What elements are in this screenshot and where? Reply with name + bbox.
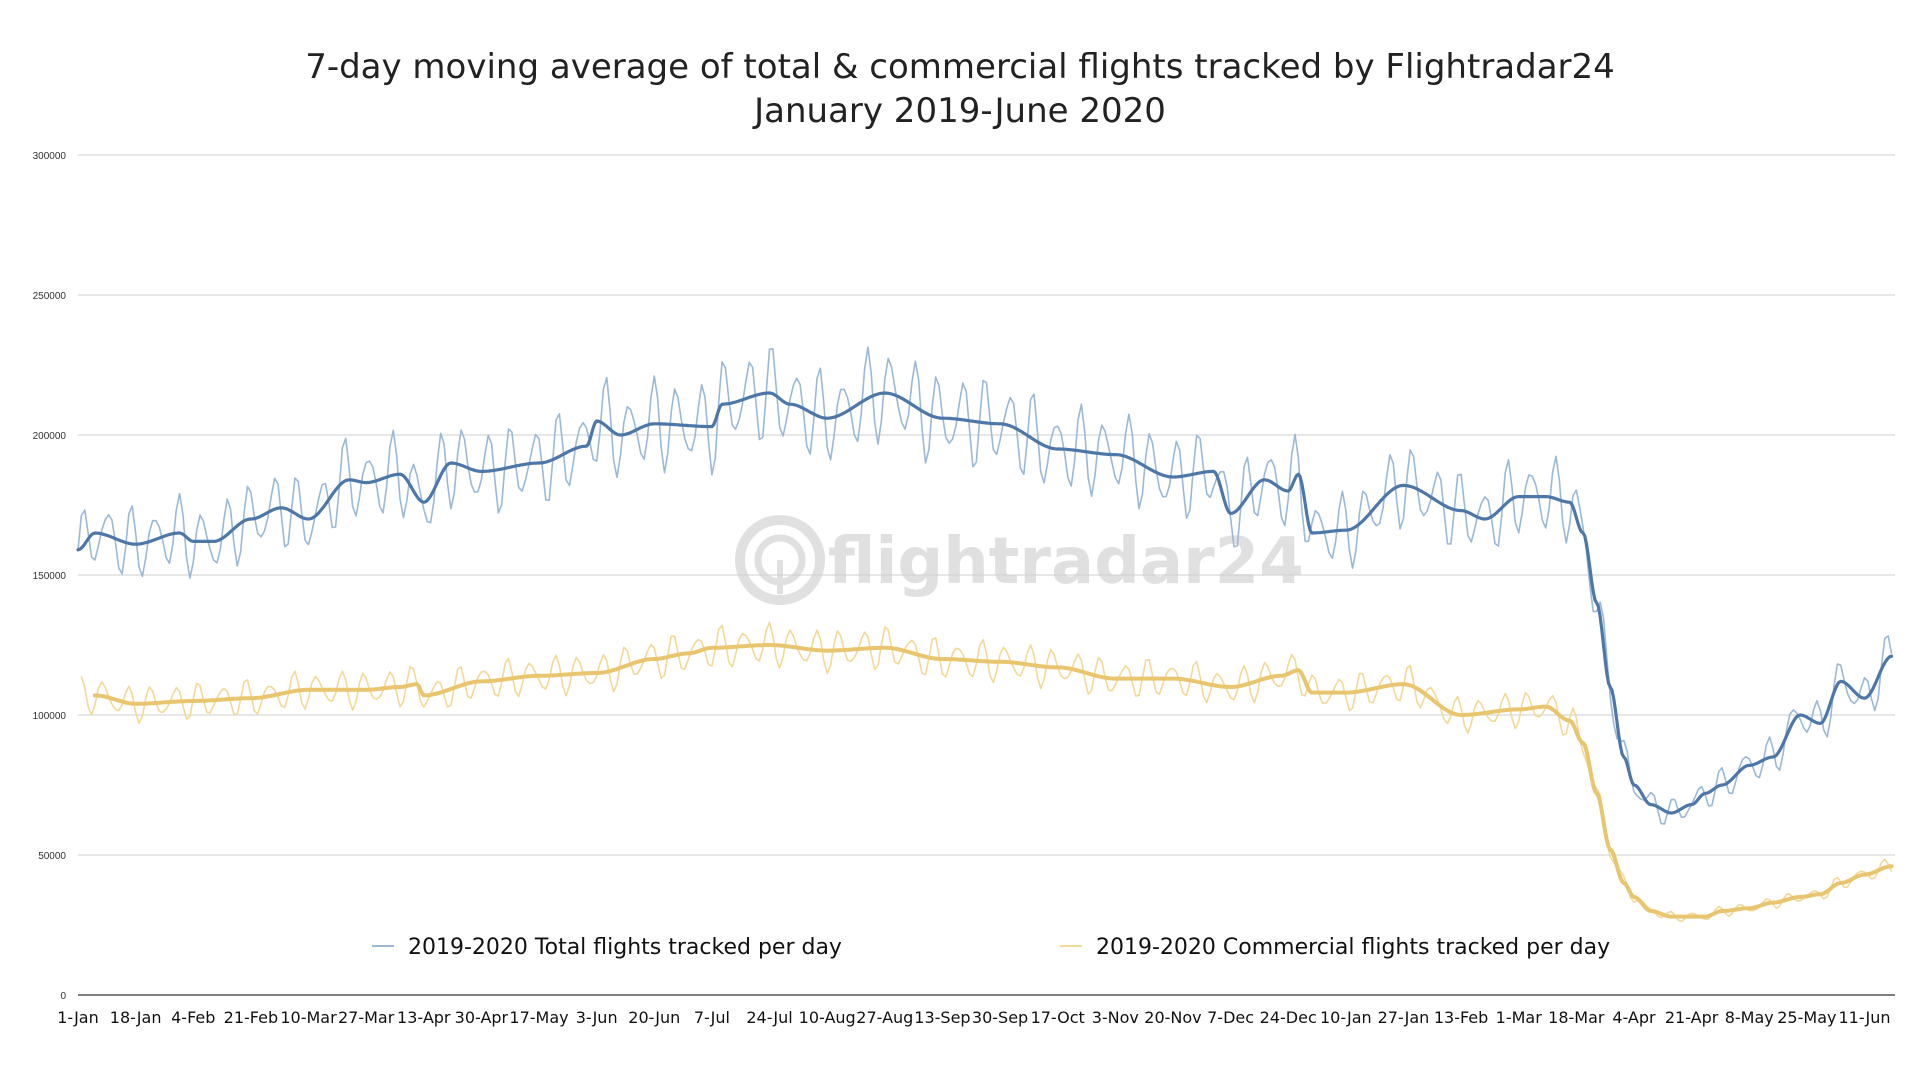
x-tick-label: 8-May: [1725, 1008, 1774, 1027]
y-tick-label: 100000: [33, 711, 67, 722]
x-tick-label: 24-Dec: [1260, 1008, 1317, 1027]
x-tick-label: 20-Jun: [628, 1008, 680, 1027]
x-tick-label: 7-Jul: [694, 1008, 730, 1027]
x-tick-label: 30-Apr: [455, 1008, 509, 1027]
x-tick-label: 20-Nov: [1144, 1008, 1201, 1027]
grid-layer: [78, 154, 1895, 996]
x-tick-label: 27-Mar: [338, 1008, 395, 1027]
chart-title: 7-day moving average of total & commerci…: [305, 47, 1615, 87]
x-tick-label: 4-Feb: [171, 1008, 215, 1027]
x-tick-label: 27-Jan: [1378, 1008, 1430, 1027]
x-tick-label: 10-Jan: [1320, 1008, 1372, 1027]
x-axis-ticks: 1-Jan 18-Jan 4-Feb 21-Feb 10-Mar 27-Mar 13-Apr…: [57, 1008, 1890, 1027]
series-average-line: [92, 643, 1894, 919]
y-axis-ticks: 0 50000 100000 150000 200000 250000 300000: [33, 151, 67, 1002]
y-tick-label: 50000: [38, 851, 66, 862]
x-tick-label: 24-Jul: [746, 1008, 792, 1027]
x-tick-label: 17-Oct: [1031, 1008, 1085, 1027]
radar-logo-icon: [735, 515, 825, 605]
x-tick-label: 21-Feb: [224, 1008, 278, 1027]
watermark-text: flightradar24: [828, 525, 1304, 599]
y-tick-label: 150000: [33, 571, 67, 582]
x-tick-label: 3-Jun: [576, 1008, 618, 1027]
x-tick-label: 17-May: [509, 1008, 568, 1027]
y-tick-label: 0: [60, 991, 66, 1002]
series-average-line: [76, 391, 1894, 815]
x-tick-label: 4-Apr: [1612, 1008, 1656, 1027]
legend-label-commercial: 2019-2020 Commercial flights tracked per…: [1096, 935, 1610, 960]
y-tick-label: 200000: [33, 431, 67, 442]
x-tick-label: 27-Aug: [856, 1008, 913, 1027]
chart-subtitle: January 2019-June 2020: [752, 91, 1166, 131]
series-layer: [76, 346, 1894, 923]
x-tick-label: 13-Sep: [914, 1008, 970, 1027]
legend-label-total: 2019-2020 Total flights tracked per day: [408, 935, 842, 960]
legend: 2019-2020 Total flights tracked per day …: [372, 935, 1610, 960]
x-tick-label: 11-Jun: [1838, 1008, 1890, 1027]
x-tick-label: 25-May: [1777, 1008, 1836, 1027]
series-raw-line: [77, 346, 1893, 825]
x-tick-label: 3-Nov: [1092, 1008, 1139, 1027]
x-tick-label: 1-Mar: [1496, 1008, 1543, 1027]
y-tick-label: 250000: [33, 291, 67, 302]
x-tick-label: 1-Jan: [57, 1008, 99, 1027]
flightradar24-watermark: flightradar24: [735, 515, 1304, 605]
y-tick-label: 300000: [33, 151, 67, 162]
x-tick-label: 10-Mar: [280, 1008, 337, 1027]
x-tick-label: 13-Feb: [1434, 1008, 1488, 1027]
x-tick-label: 18-Mar: [1548, 1008, 1605, 1027]
x-tick-label: 13-Apr: [397, 1008, 451, 1027]
x-tick-label: 10-Aug: [799, 1008, 856, 1027]
x-tick-label: 18-Jan: [110, 1008, 162, 1027]
x-tick-label: 7-Dec: [1207, 1008, 1254, 1027]
x-tick-label: 30-Sep: [972, 1008, 1028, 1027]
x-tick-label: 21-Apr: [1665, 1008, 1719, 1027]
